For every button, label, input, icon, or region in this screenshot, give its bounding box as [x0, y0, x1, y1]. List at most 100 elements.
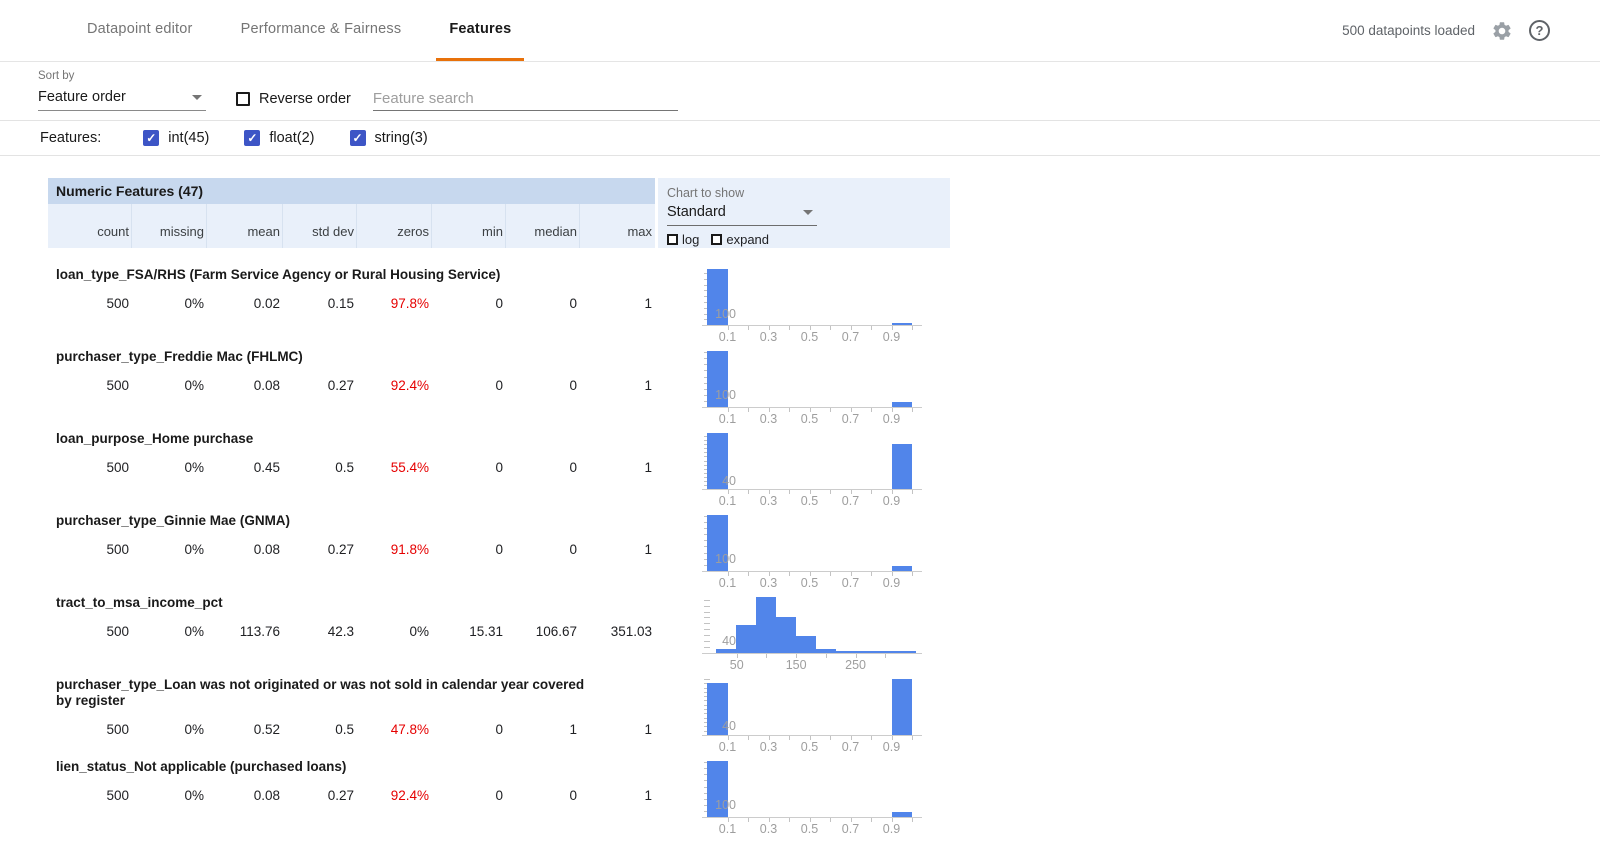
histogram-bar — [707, 683, 728, 735]
x-axis-tick-label: 0.3 — [759, 494, 778, 508]
histogram-bar — [891, 402, 912, 407]
y-axis-label: 40 — [722, 719, 736, 734]
checkbox-checked-icon: ✓ — [244, 130, 261, 146]
settings-gear-icon[interactable] — [1491, 20, 1513, 42]
x-axis-tick-label: 0.3 — [759, 330, 778, 344]
column-header-zeros: zeros — [356, 204, 431, 248]
stat-value-min: 0 — [495, 722, 503, 737]
feature-name: purchaser_type_Ginnie Mae (GNMA) — [56, 513, 291, 528]
x-axis-tick-label: 0.3 — [759, 740, 778, 754]
histogram-bar — [891, 323, 912, 325]
filter-int-checkbox[interactable]: ✓ int(45) — [143, 130, 209, 146]
stat-value-std-dev: 0.5 — [335, 722, 354, 737]
feature-name: purchaser_type_Freddie Mac (FHLMC) — [56, 349, 303, 364]
column-header-std-dev: std dev — [282, 204, 356, 248]
histogram-bar — [707, 514, 728, 571]
log-label: log — [682, 232, 700, 247]
x-axis-line — [702, 489, 922, 490]
reverse-order-checkbox[interactable]: Reverse order — [236, 91, 351, 111]
x-axis-tick-label: 0.7 — [841, 412, 860, 426]
numeric-features-title: Numeric Features (47) — [48, 178, 655, 204]
stat-value-min: 0 — [495, 460, 503, 475]
stat-value-max: 1 — [644, 378, 652, 393]
x-axis-tick-label: 0.3 — [759, 412, 778, 426]
x-axis-tick-label: 150 — [785, 658, 807, 672]
feature-search-input[interactable] — [372, 90, 678, 107]
feature-row: lien_status_Not applicable (purchased lo… — [48, 756, 1600, 838]
chart-type-select[interactable]: Standard — [667, 204, 817, 226]
x-axis-tick-label: 0.5 — [800, 576, 819, 590]
stat-value-min: 0 — [495, 296, 503, 311]
help-icon[interactable]: ? — [1529, 20, 1550, 41]
column-header-median: median — [505, 204, 579, 248]
feature-histogram: 100 0.1 0.3 0.5 0.7 0.9 — [658, 758, 948, 836]
stat-value-median: 1 — [569, 722, 577, 737]
histogram-bar — [755, 596, 776, 653]
stat-value-max: 1 — [644, 296, 652, 311]
stat-value-count: 500 — [106, 624, 129, 639]
log-checkbox[interactable]: log — [667, 232, 699, 247]
x-axis-tick-label: 0.1 — [718, 740, 737, 754]
stat-value-median: 0 — [569, 378, 577, 393]
stat-value-max: 351.03 — [610, 624, 652, 639]
stat-value-mean: 113.76 — [239, 624, 280, 639]
feature-name: lien_status_Not applicable (purchased lo… — [56, 759, 347, 774]
x-axis-tick-label: 0.9 — [882, 740, 901, 754]
feature-histogram: 40 0.1 0.3 0.5 0.7 0.9 — [658, 430, 948, 508]
histogram-bar — [875, 651, 896, 653]
x-axis-tick-label: 0.9 — [882, 412, 901, 426]
stat-value-mean: 0.52 — [253, 722, 280, 737]
histogram-bar — [736, 624, 756, 653]
filter-string-checkbox[interactable]: ✓ string(3) — [349, 130, 428, 146]
stat-value-missing: 0% — [184, 788, 204, 803]
checkbox-checked-icon: ✓ — [349, 130, 366, 146]
stat-value-mean: 0.08 — [253, 378, 280, 393]
stat-value-zeros: 55.4% — [390, 460, 429, 475]
column-header-missing: missing — [131, 204, 206, 248]
column-header-min: min — [431, 204, 505, 248]
x-axis-line — [702, 407, 922, 408]
feature-name: tract_to_msa_income_pct — [56, 595, 223, 610]
stat-value-min: 0 — [495, 542, 503, 557]
x-axis-tick-label: 0.1 — [718, 576, 737, 590]
stat-value-zeros: 97.8% — [390, 296, 429, 311]
x-axis-tick-label: 0.1 — [718, 330, 737, 344]
stat-value-missing: 0% — [184, 460, 204, 475]
tab-datapoint-editor[interactable]: Datapoint editor — [87, 21, 193, 37]
sort-by-select[interactable]: Feature order — [38, 89, 206, 111]
histogram-bar — [835, 651, 856, 653]
y-axis-label: 40 — [722, 473, 736, 488]
x-axis-line — [702, 817, 922, 818]
x-axis-tick-label: 0.7 — [841, 494, 860, 508]
histogram-bar — [775, 617, 796, 653]
feature-histogram: 40 50 150 250 — [658, 594, 948, 672]
filter-int-label: int(45) — [168, 130, 210, 146]
tab-performance-fairness[interactable]: Performance & Fairness — [240, 21, 402, 37]
tab-features[interactable]: Features — [436, 0, 525, 61]
x-axis-tick-label: 0.9 — [882, 494, 901, 508]
stat-value-median: 0 — [569, 542, 577, 557]
x-axis-tick-label: 0.1 — [718, 412, 737, 426]
reverse-order-label: Reverse order — [259, 91, 351, 107]
feature-histogram: 100 0.1 0.3 0.5 0.7 0.9 — [658, 348, 948, 426]
x-axis-tick-label: 0.7 — [841, 740, 860, 754]
checkbox-checked-icon: ✓ — [143, 130, 160, 146]
y-axis-label: 100 — [715, 306, 736, 321]
feature-row: purchaser_type_Ginnie Mae (GNMA) 500 0% 0.0… — [48, 510, 1600, 592]
x-axis-tick-label: 0.3 — [759, 576, 778, 590]
filter-float-checkbox[interactable]: ✓ float(2) — [244, 130, 315, 146]
x-axis-tick-label: 0.3 — [759, 822, 778, 836]
stat-value-mean: 0.45 — [253, 460, 280, 475]
stat-value-std-dev: 0.15 — [327, 296, 354, 311]
stat-value-std-dev: 0.5 — [335, 460, 354, 475]
feature-row: loan_type_FSA/RHS (Farm Service Agency o… — [48, 264, 1600, 346]
feature-row: purchaser_type_Loan was not originated o… — [48, 674, 1600, 756]
stat-value-count: 500 — [106, 788, 129, 803]
stat-value-min: 0 — [495, 378, 503, 393]
stat-value-std-dev: 42.3 — [327, 624, 354, 639]
y-axis-label: 100 — [715, 551, 736, 566]
stat-value-zeros: 92.4% — [390, 378, 429, 393]
expand-checkbox[interactable]: expand — [711, 232, 769, 247]
chart-to-show-panel: Chart to show Standard log expand — [658, 178, 950, 248]
column-header-mean: mean — [206, 204, 282, 248]
